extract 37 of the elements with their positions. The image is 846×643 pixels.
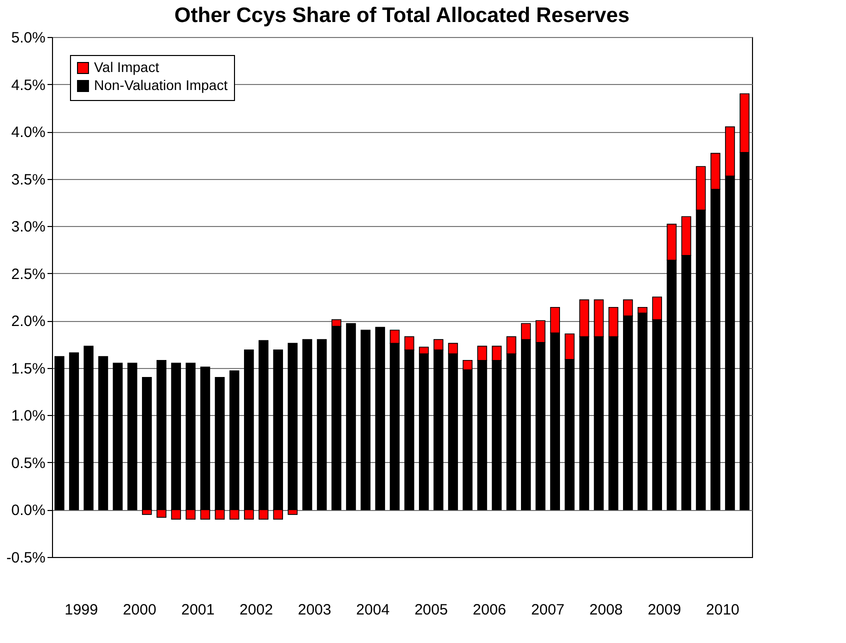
bar: [112, 362, 123, 510]
x-tick-label: 2008: [589, 602, 623, 618]
x-tick-label: 2004: [356, 602, 390, 618]
y-tick-label: 5.0%: [11, 30, 46, 46]
legend-label: Val Impact: [94, 59, 160, 75]
x-tick-label: 2007: [531, 602, 564, 618]
bar: [302, 339, 312, 510]
bar: [98, 356, 108, 510]
y-tick-label: 4.0%: [11, 124, 46, 142]
x-tick-label: 2006: [472, 602, 506, 618]
y-tick-label: 2.5%: [11, 266, 46, 283]
x-tick-label: 2000: [122, 602, 156, 618]
y-tick-label: 2.0%: [11, 313, 46, 330]
x-tick-label: 2005: [414, 602, 448, 618]
legend-label: Non-Valuation Impact: [94, 77, 228, 93]
x-tick-label: 2003: [298, 602, 332, 618]
bar: [346, 323, 356, 510]
x-tick-label: 1999: [64, 602, 98, 618]
bar: [69, 352, 79, 510]
y-tick-label: 1.0%: [11, 408, 46, 425]
y-tick-label: 0.5%: [11, 454, 46, 472]
bar: [375, 326, 386, 510]
bar: [84, 346, 94, 510]
y-tick-label: 3.5%: [11, 171, 46, 188]
x-tick-label: 2002: [240, 602, 273, 618]
bar: [360, 330, 370, 510]
x-tick-label: 2010: [706, 602, 740, 618]
y-tick-label: 1.5%: [11, 360, 46, 378]
x-tick-label: 2009: [648, 602, 682, 618]
y-tick-label: 0.0%: [11, 502, 46, 520]
y-tick-label: 4.5%: [11, 76, 46, 94]
bar: [316, 339, 327, 510]
y-tick-label: 3.0%: [11, 218, 46, 236]
chart-title: Other Ccys Share of Total Allocated Reserves: [174, 4, 630, 27]
x-tick-label: 2001: [181, 602, 215, 618]
y-tick-label: -0.5%: [6, 550, 46, 566]
bar: [127, 362, 138, 510]
